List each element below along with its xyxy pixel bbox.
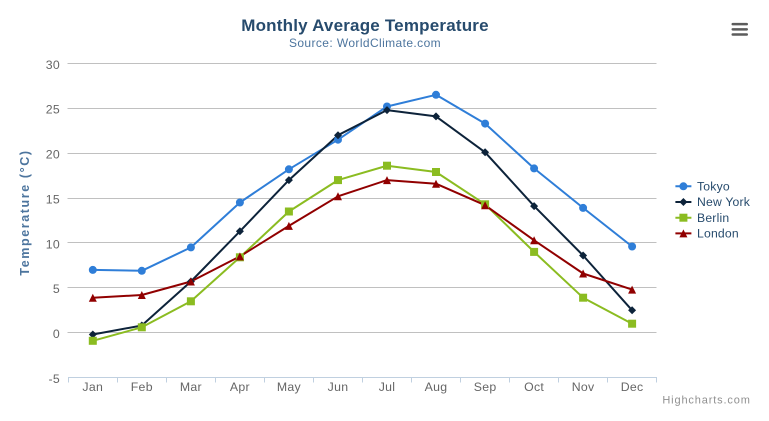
svg-text:Berlin: Berlin (697, 211, 729, 225)
svg-text:London: London (697, 227, 739, 241)
svg-text:Temperature (°C): Temperature (°C) (18, 149, 32, 275)
svg-text:Apr: Apr (230, 380, 250, 394)
svg-text:25: 25 (46, 103, 60, 117)
svg-text:Highcharts.com: Highcharts.com (662, 395, 750, 407)
svg-text:Oct: Oct (524, 380, 544, 394)
svg-text:Sep: Sep (474, 380, 497, 394)
svg-text:0: 0 (53, 327, 60, 341)
svg-text:Feb: Feb (131, 380, 153, 394)
svg-text:30: 30 (46, 58, 60, 72)
svg-text:Aug: Aug (425, 380, 448, 394)
svg-text:-5: -5 (48, 372, 60, 386)
svg-text:15: 15 (46, 193, 60, 207)
svg-text:Nov: Nov (572, 380, 595, 394)
svg-text:Jan: Jan (82, 380, 103, 394)
svg-text:Dec: Dec (621, 380, 644, 394)
svg-text:Source: WorldClimate.com: Source: WorldClimate.com (289, 36, 441, 50)
svg-text:Monthly Average Temperature: Monthly Average Temperature (241, 16, 489, 35)
svg-text:5: 5 (53, 282, 60, 296)
svg-text:New York: New York (697, 195, 751, 209)
svg-text:Mar: Mar (180, 380, 202, 394)
svg-text:Jun: Jun (328, 380, 349, 394)
svg-text:10: 10 (46, 237, 60, 251)
svg-text:May: May (277, 380, 302, 394)
svg-text:Jul: Jul (379, 380, 396, 394)
svg-text:Tokyo: Tokyo (697, 180, 730, 194)
svg-text:20: 20 (46, 148, 60, 162)
